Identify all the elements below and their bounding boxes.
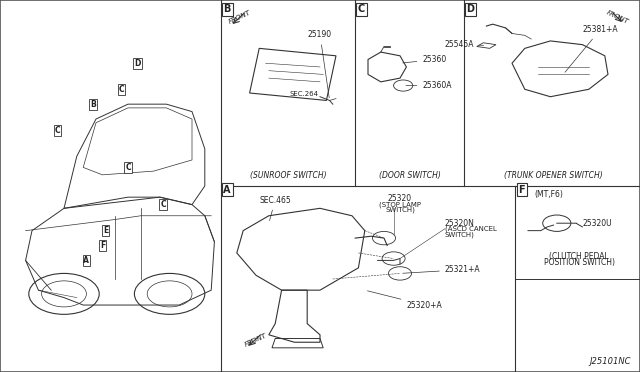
- Text: B: B: [223, 4, 231, 14]
- Text: A: A: [223, 185, 231, 195]
- Text: C: C: [161, 200, 166, 209]
- Text: D: D: [467, 4, 474, 14]
- Text: (CLUTCH PEDAL: (CLUTCH PEDAL: [549, 252, 609, 261]
- Text: FRONT: FRONT: [605, 9, 630, 25]
- Text: SWITCH): SWITCH): [445, 231, 475, 238]
- Text: E: E: [103, 226, 108, 235]
- Text: (ASCD CANCEL: (ASCD CANCEL: [445, 225, 497, 232]
- Text: 25320U: 25320U: [576, 219, 612, 228]
- Text: F: F: [518, 185, 525, 195]
- Text: SWITCH): SWITCH): [385, 206, 415, 213]
- Text: FRONT: FRONT: [244, 333, 268, 348]
- Text: SEC.264: SEC.264: [289, 91, 319, 97]
- Text: (DOOR SWITCH): (DOOR SWITCH): [379, 171, 440, 180]
- Text: J25101NC: J25101NC: [589, 357, 630, 366]
- Text: 25381+A: 25381+A: [565, 25, 618, 72]
- Text: C: C: [119, 85, 124, 94]
- Text: B: B: [90, 100, 95, 109]
- Text: C: C: [358, 4, 365, 14]
- Text: (SUNROOF SWITCH): (SUNROOF SWITCH): [250, 171, 326, 180]
- Text: (MT,F6): (MT,F6): [534, 190, 563, 199]
- Text: 25545A: 25545A: [444, 40, 484, 49]
- Text: 25360: 25360: [403, 55, 447, 64]
- Text: 25360A: 25360A: [406, 81, 452, 90]
- Text: SEC.465: SEC.465: [259, 196, 291, 221]
- Text: 25320N: 25320N: [445, 219, 475, 228]
- Text: FRONT: FRONT: [228, 9, 252, 25]
- Text: C: C: [125, 163, 131, 172]
- Text: (STOP LAMP: (STOP LAMP: [379, 202, 421, 208]
- Text: C: C: [55, 126, 60, 135]
- Text: (TRUNK OPENER SWITCH): (TRUNK OPENER SWITCH): [504, 171, 603, 180]
- Text: 25320: 25320: [388, 194, 412, 203]
- Text: 25320+A: 25320+A: [367, 291, 442, 310]
- Text: A: A: [83, 256, 90, 265]
- Text: 25190: 25190: [308, 30, 332, 98]
- Text: 25321+A: 25321+A: [403, 265, 481, 274]
- Text: POSITION SWITCH): POSITION SWITCH): [544, 258, 614, 267]
- Text: D: D: [134, 59, 141, 68]
- Text: F: F: [100, 241, 105, 250]
